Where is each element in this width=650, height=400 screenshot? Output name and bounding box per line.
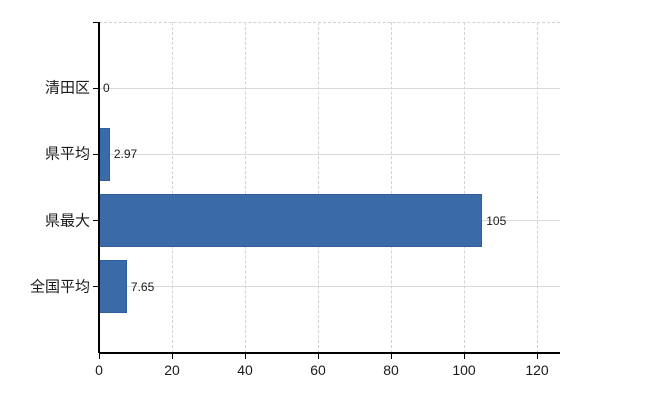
x-axis-tick bbox=[390, 353, 392, 359]
x-axis-tick bbox=[536, 353, 538, 359]
value-label: 7.65 bbox=[130, 279, 155, 294]
x-tick-label: 60 bbox=[310, 362, 326, 378]
gridline-vertical bbox=[391, 22, 392, 353]
gridline-horizontal bbox=[99, 286, 560, 288]
y-axis bbox=[98, 22, 100, 353]
gridline-vertical bbox=[172, 22, 173, 353]
category-label: 県平均 bbox=[44, 145, 90, 163]
plot-top-border bbox=[99, 22, 560, 23]
gridline-vertical bbox=[245, 22, 246, 353]
category-label: 清田区 bbox=[44, 79, 90, 97]
y-axis-tick bbox=[93, 153, 99, 155]
bar bbox=[99, 194, 483, 248]
x-tick-label: 80 bbox=[383, 362, 399, 378]
x-axis bbox=[99, 352, 560, 354]
category-label: 全国平均 bbox=[29, 278, 90, 296]
value-label: 2.97 bbox=[113, 147, 138, 162]
x-tick-label: 100 bbox=[452, 362, 476, 378]
x-axis-tick bbox=[463, 353, 465, 359]
y-axis-tick bbox=[93, 220, 99, 222]
x-axis-tick bbox=[317, 353, 319, 359]
gridline-horizontal bbox=[99, 87, 560, 89]
x-axis-tick bbox=[98, 353, 100, 359]
gridline-vertical bbox=[537, 22, 538, 353]
gridline-horizontal bbox=[99, 153, 560, 155]
x-tick-label: 120 bbox=[525, 362, 549, 378]
gridline-vertical bbox=[464, 22, 465, 353]
y-axis-top-tick bbox=[93, 21, 99, 23]
bar bbox=[99, 260, 127, 314]
y-axis-tick bbox=[93, 87, 99, 89]
value-label: 0 bbox=[103, 81, 110, 96]
x-axis-tick bbox=[244, 353, 246, 359]
x-tick-label: 20 bbox=[164, 362, 180, 378]
bar bbox=[99, 127, 110, 181]
gridline-vertical bbox=[318, 22, 319, 353]
y-axis-tick bbox=[93, 286, 99, 288]
x-tick-label: 0 bbox=[95, 362, 103, 378]
x-axis-tick bbox=[171, 353, 173, 359]
x-tick-label: 40 bbox=[237, 362, 253, 378]
category-label: 県最大 bbox=[44, 212, 90, 230]
value-label: 105 bbox=[486, 213, 507, 228]
